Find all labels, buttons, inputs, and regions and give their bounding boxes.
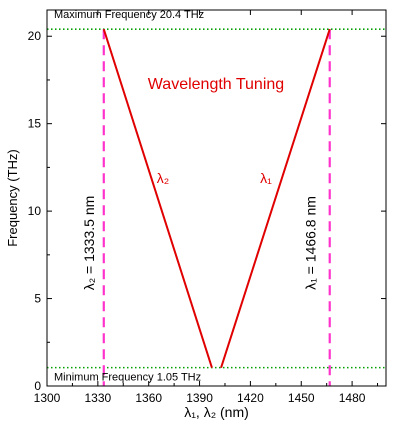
- series-line-0: [102, 28, 213, 368]
- y-tick-label-0: 0: [34, 379, 41, 393]
- x-axis-label: λ₁, λ₂ (nm): [184, 404, 249, 420]
- y-tick-label-3: 15: [28, 117, 42, 131]
- x-tick-label-3: 1390: [186, 391, 213, 405]
- x-tick-label-5: 1450: [288, 391, 315, 405]
- x-tick-label-1: 1330: [84, 391, 111, 405]
- series-lambda2-label: λ₂: [157, 170, 169, 186]
- annotation-wavelength-tuning: Wavelength Tuning: [148, 76, 284, 93]
- axes-layer: [46, 9, 387, 387]
- lambda2-value-label: λ₂ = 1333.5 nm: [81, 196, 97, 291]
- series-lambda1-label: λ₁: [260, 170, 272, 186]
- x-tick-label-6: 1480: [339, 391, 366, 405]
- max-frequency-label: Maximum Frequency 20.4 THz: [54, 9, 204, 21]
- y-tick-label-2: 10: [28, 204, 42, 218]
- x-tick-label-0: 1300: [34, 391, 61, 405]
- x-tick-label-4: 1420: [237, 391, 264, 405]
- series-layer: [102, 28, 331, 368]
- text-layer: Wavelength Tuning Maximum Frequency 20.4…: [5, 9, 319, 420]
- plot-frame: [46, 9, 387, 387]
- y-axis-label: Frequency (THz): [5, 149, 20, 247]
- x-tick-label-2: 1360: [135, 391, 162, 405]
- lambda1-value-label: λ₁ = 1466.8 nm: [303, 196, 319, 290]
- y-tick-label-4: 20: [28, 29, 42, 43]
- min-frequency-label: Minimum Frequency 1.05 THz: [54, 372, 201, 384]
- ticks-layer: 1300 1330 1360 1390 1420 1450 1480 0 5 10 15 20: [28, 10, 386, 405]
- series-line-1: [220, 28, 331, 368]
- reference-lines-layer: [47, 28, 386, 386]
- y-tick-label-1: 5: [34, 292, 41, 306]
